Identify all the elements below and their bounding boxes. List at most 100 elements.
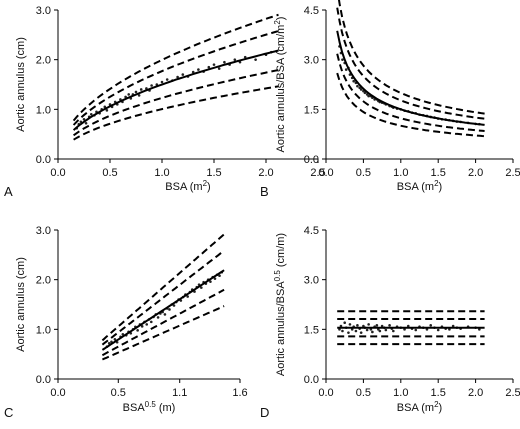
data-point bbox=[375, 324, 379, 327]
x-tick-label: 1.5 bbox=[431, 167, 446, 179]
data-point bbox=[181, 73, 185, 76]
data-point bbox=[213, 277, 217, 280]
data-point bbox=[139, 88, 143, 91]
z-score-band-line-2 bbox=[101, 288, 225, 357]
data-point bbox=[343, 321, 347, 325]
y-axis-label: Aortic annulus (cm) bbox=[15, 257, 27, 352]
data-point bbox=[168, 308, 171, 311]
data-point bbox=[341, 58, 344, 61]
panel-letter: D bbox=[260, 405, 269, 420]
data-point bbox=[217, 67, 221, 70]
x-axis-label: BSA (m2) bbox=[165, 179, 210, 193]
data-point bbox=[347, 331, 350, 334]
z-score-band-line-3 bbox=[336, 7, 485, 120]
data-point bbox=[207, 65, 211, 69]
data-point bbox=[212, 63, 216, 66]
chart-panel-d: 0.0 0.5 1.0 1.5 2.0 2.5 0.0 1.5 3.0 4.5 BSA (m2) Ao… bbox=[260, 225, 520, 420]
data-point bbox=[414, 328, 418, 332]
data-point bbox=[365, 328, 369, 332]
y-axis-label: Aortic annulus/BSA0.5 (cm/m) bbox=[273, 233, 287, 376]
z-score-band-line-4 bbox=[72, 13, 279, 122]
data-point bbox=[160, 80, 164, 84]
data-point bbox=[191, 70, 195, 74]
data-point bbox=[367, 94, 370, 98]
x-tick-label: 1.5 bbox=[206, 167, 221, 179]
z-score-band-line-4 bbox=[337, 0, 485, 115]
data-point bbox=[356, 84, 359, 88]
data-point bbox=[392, 329, 395, 333]
y-tick-label: 0.0 bbox=[304, 374, 319, 386]
mean-fit-line bbox=[72, 49, 279, 131]
x-tick-label: 0.5 bbox=[111, 387, 126, 399]
data-point bbox=[384, 328, 388, 332]
x-tick-label: 1.0 bbox=[154, 167, 169, 179]
y-axis-label: Aortic annulus (cm) bbox=[15, 37, 27, 132]
data-point bbox=[89, 113, 93, 116]
data-point bbox=[348, 323, 352, 326]
data-point bbox=[186, 295, 189, 298]
y-tick-label: 3.0 bbox=[36, 225, 51, 237]
mean-fit-line bbox=[101, 269, 225, 351]
y-axis-label: Aortic annulus/BSA (cm/m2) bbox=[273, 17, 287, 153]
z-score-band-line-1 bbox=[73, 85, 279, 141]
data-point bbox=[378, 329, 382, 333]
x-tick-label: 0.0 bbox=[50, 387, 65, 399]
data-point bbox=[197, 68, 200, 71]
data-point bbox=[223, 60, 226, 64]
y-tick-label: 3.0 bbox=[36, 5, 51, 17]
x-tick-label: 2.5 bbox=[310, 167, 325, 179]
z-score-band-line-3 bbox=[101, 249, 225, 346]
data-point bbox=[136, 329, 139, 332]
data-point bbox=[367, 323, 370, 326]
data-point bbox=[149, 320, 153, 324]
data-point bbox=[358, 86, 361, 90]
data-point bbox=[362, 324, 365, 328]
data-point bbox=[388, 324, 391, 327]
data-point bbox=[150, 84, 153, 87]
x-tick-label: 2.5 bbox=[505, 387, 520, 399]
x-tick-label: 1.6 bbox=[232, 387, 247, 399]
data-point bbox=[406, 324, 410, 328]
z-score-band-line-4 bbox=[101, 233, 225, 342]
y-tick-label: 1.5 bbox=[304, 104, 319, 116]
x-tick-label: 1.0 bbox=[393, 387, 408, 399]
data-point bbox=[243, 55, 247, 59]
chart-panel-c: 0.0 0.5 1.1 1.6 0.0 1.0 2.0 3.0 BSA0.5 (m) Aortic… bbox=[4, 225, 248, 420]
data-point bbox=[436, 328, 440, 332]
data-point bbox=[176, 75, 179, 79]
data-point bbox=[344, 68, 348, 71]
data-point bbox=[254, 58, 257, 61]
data-point bbox=[341, 329, 344, 333]
data-point bbox=[145, 323, 149, 326]
x-tick-label: 2.0 bbox=[258, 167, 273, 179]
data-point bbox=[165, 78, 169, 81]
data-point bbox=[363, 91, 367, 95]
y-tick-label: 0.0 bbox=[36, 154, 51, 166]
x-tick-label: 2.0 bbox=[468, 167, 483, 179]
x-tick-label: 0.5 bbox=[102, 167, 117, 179]
y-tick-label: 4.5 bbox=[304, 5, 319, 17]
data-point bbox=[339, 324, 343, 328]
data-point bbox=[359, 88, 363, 91]
y-tick-label: 2.0 bbox=[36, 55, 51, 67]
data-point bbox=[124, 95, 127, 99]
z-score-band-line-3 bbox=[72, 30, 279, 126]
data-point bbox=[105, 109, 109, 112]
x-tick-label: 1.5 bbox=[431, 387, 446, 399]
data-point bbox=[137, 94, 141, 97]
mean-fit-line bbox=[336, 30, 485, 126]
x-tick-label: 0.5 bbox=[356, 387, 371, 399]
panel-letter: C bbox=[4, 405, 13, 420]
data-point bbox=[429, 324, 433, 327]
data-point bbox=[84, 121, 88, 125]
x-tick-label: 0.5 bbox=[356, 167, 371, 179]
y-tick-label: 1.0 bbox=[36, 324, 51, 336]
x-tick-label: 2.5 bbox=[505, 167, 520, 179]
y-tick-label: 3.0 bbox=[304, 275, 319, 287]
data-point bbox=[172, 304, 176, 307]
data-point bbox=[113, 337, 117, 341]
data-point bbox=[200, 286, 203, 289]
x-axis-label: BSA (m2) bbox=[397, 400, 442, 414]
